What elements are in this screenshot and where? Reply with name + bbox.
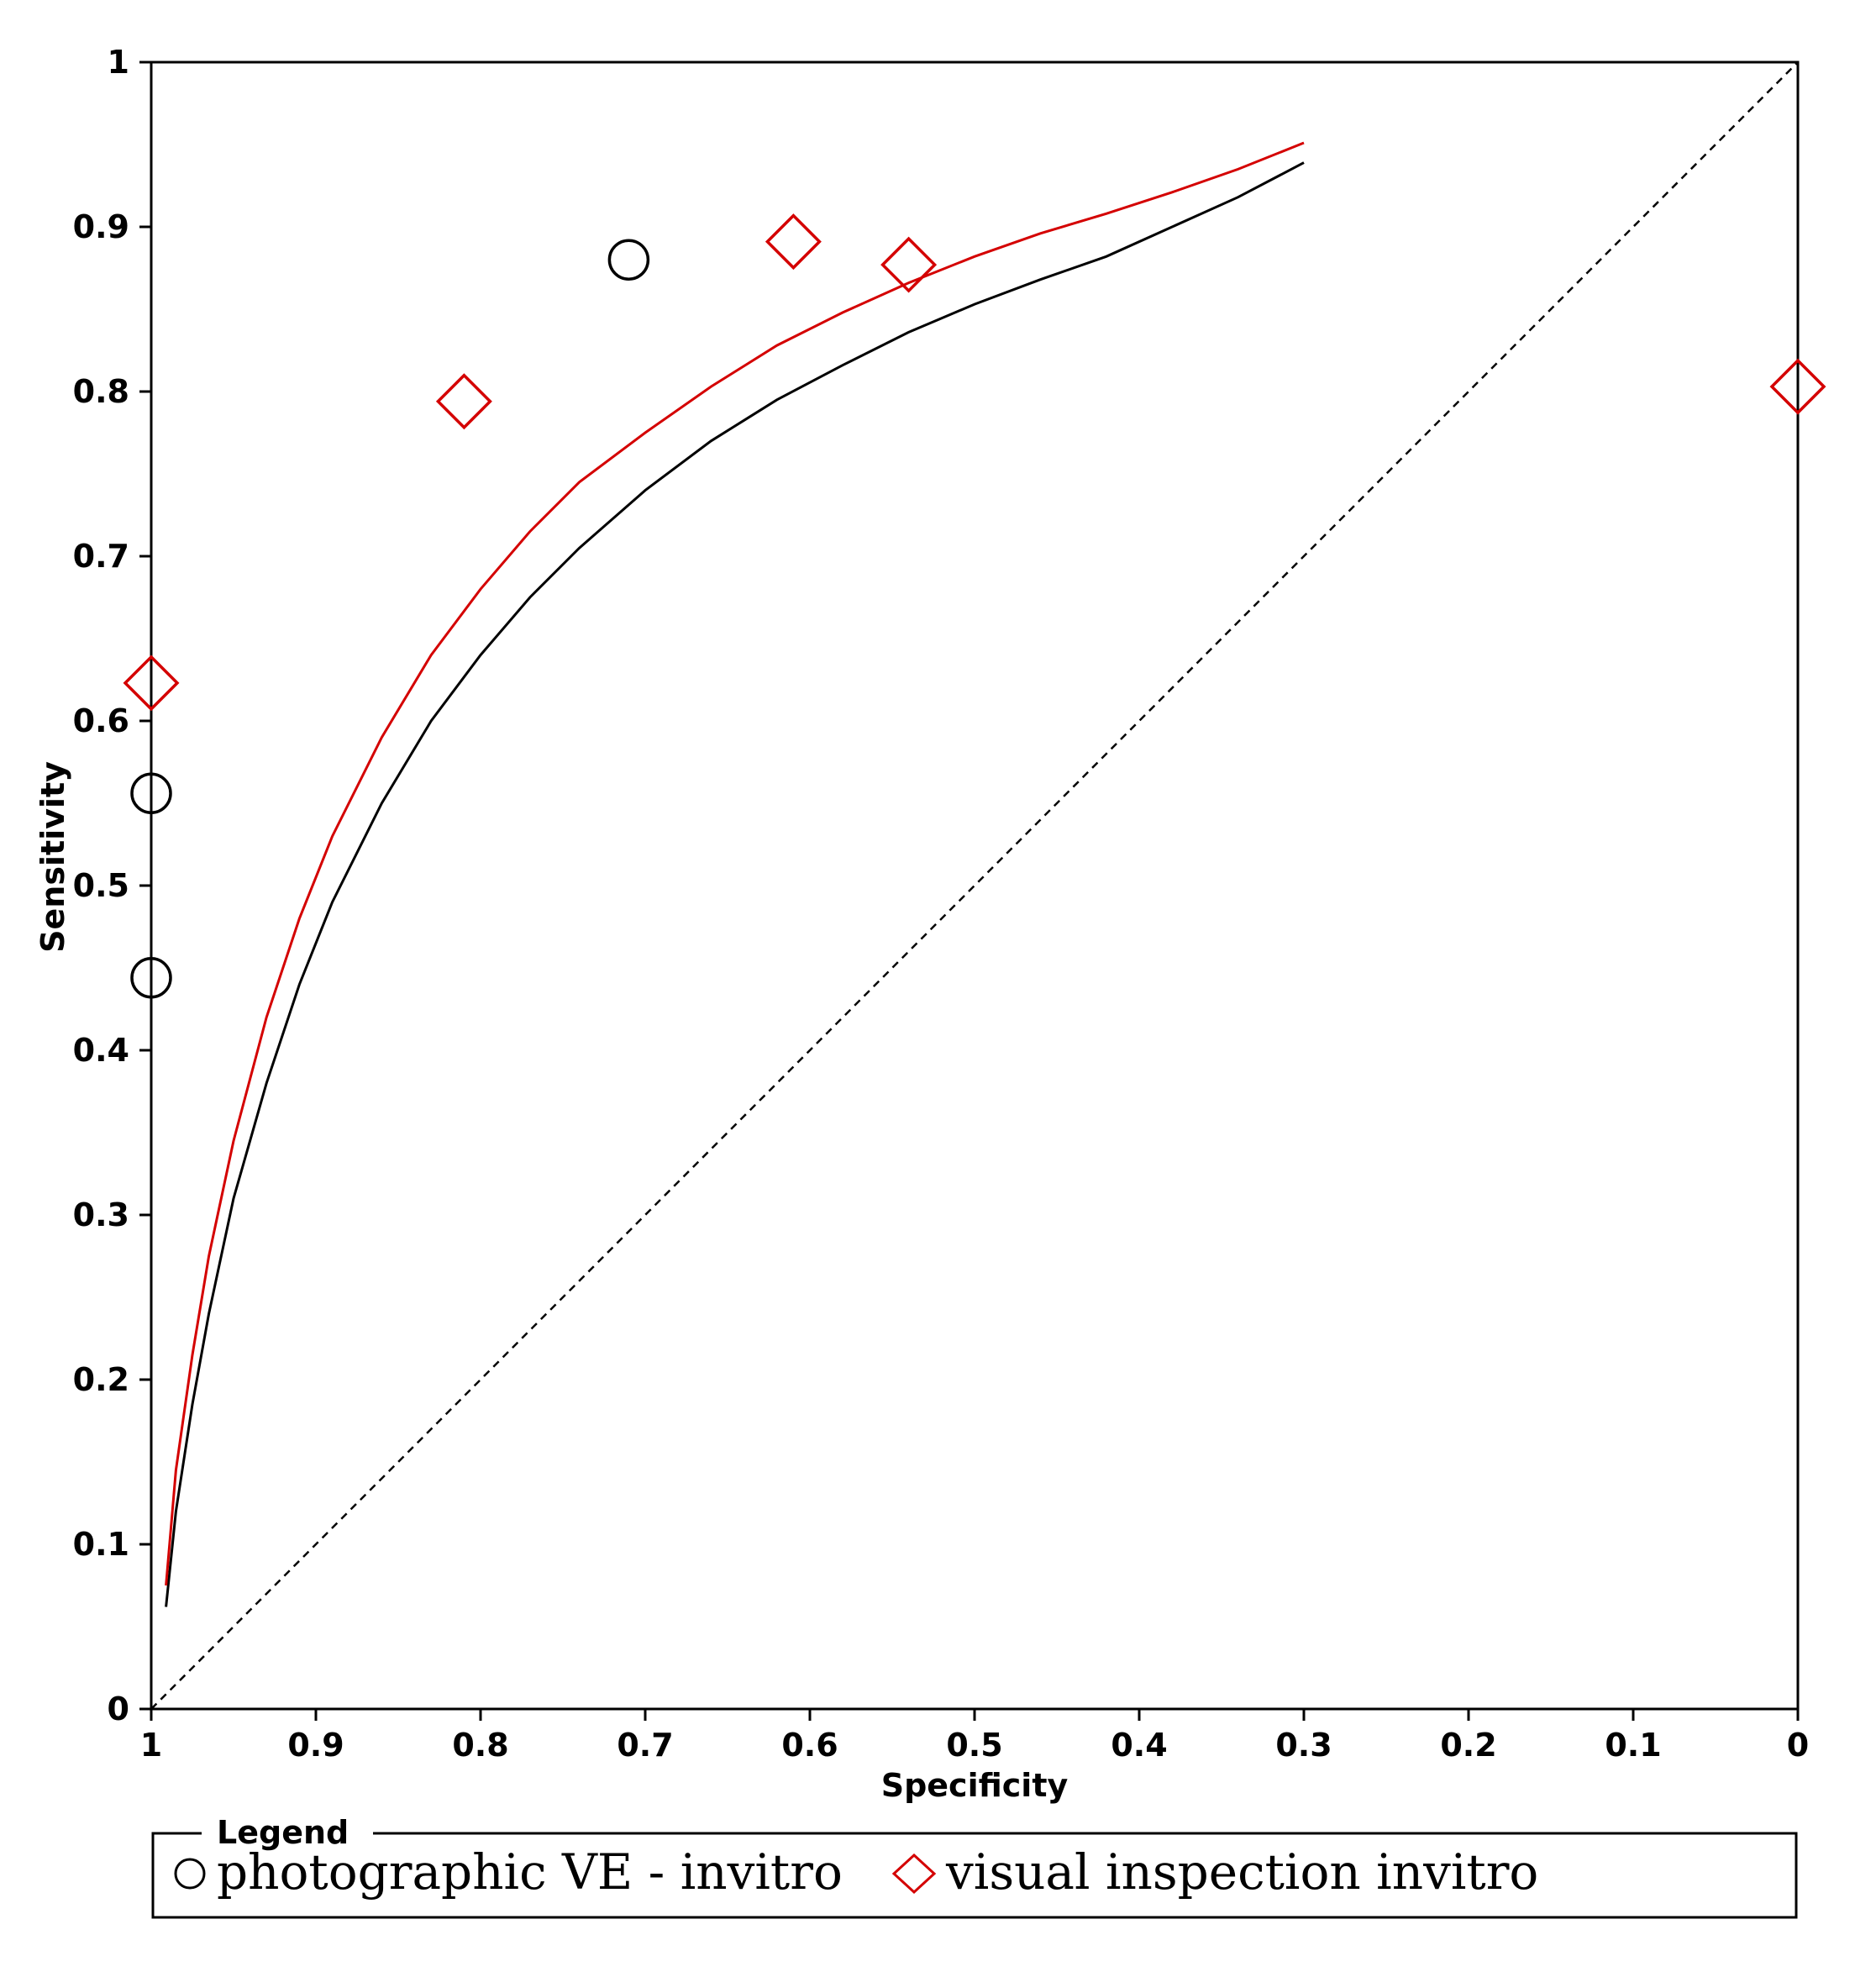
data-point-visual-0 <box>123 655 180 712</box>
y-tick-label: 0.3 <box>73 1196 129 1233</box>
sroc-curve-visual <box>165 141 1305 1586</box>
chance-diagonal-line <box>150 61 1799 1710</box>
x-tick-label: 0.7 <box>617 1727 673 1764</box>
y-tick-label: 0.4 <box>73 1032 129 1069</box>
y-tick-label: 0.9 <box>73 208 129 245</box>
y-tick-label: 0.6 <box>73 702 129 739</box>
y-tick-label: 0.2 <box>73 1361 129 1398</box>
data-point-visual-4 <box>1769 358 1826 415</box>
x-tick-label: 0.9 <box>287 1727 344 1764</box>
x-tick-label: 0.3 <box>1275 1727 1332 1764</box>
data-point-photographic-0 <box>130 772 172 814</box>
data-point-photographic-1 <box>130 957 172 999</box>
legend-entry-visual: visual inspection invitro <box>945 1843 1538 1901</box>
x-tick-label: 0 <box>1787 1727 1809 1764</box>
x-tick-label: 1 <box>140 1727 162 1764</box>
y-tick-label: 0.7 <box>73 538 129 575</box>
y-tick-label: 0.1 <box>73 1526 129 1563</box>
y-tick-label: 0.5 <box>73 867 129 904</box>
y-axis-ticks: 0 0.1 0.2 0.3 0.4 0.5 0.6 0.7 0.8 0.9 1 <box>73 44 151 1727</box>
data-point-photographic-2 <box>607 239 650 281</box>
x-tick-label: 0.2 <box>1440 1727 1496 1764</box>
points-layer <box>123 213 1826 999</box>
legend-entry-photographic: photographic VE - invitro <box>217 1843 843 1901</box>
data-point-visual-1 <box>435 373 492 430</box>
data-point-visual-2 <box>765 213 822 271</box>
data-point-visual-3 <box>880 236 938 293</box>
sroc-curve-photographic <box>165 161 1305 1607</box>
x-tick-label: 0.1 <box>1605 1727 1661 1764</box>
y-tick-label: 0.8 <box>73 373 129 410</box>
y-tick-label: 0 <box>108 1690 129 1727</box>
curves-layer <box>165 141 1305 1607</box>
x-axis-ticks: 1 0.9 0.8 0.7 0.6 0.5 0.4 0.3 0.2 0.1 0 <box>140 1709 1809 1764</box>
x-tick-label: 0.4 <box>1111 1727 1167 1764</box>
legend-diamond-marker <box>891 1853 937 1895</box>
legend-title: Legend <box>217 1814 349 1851</box>
legend-title-bg <box>202 1813 373 1850</box>
legend: Legend photographic VE - invitro visual … <box>151 1813 1798 1919</box>
legend-circle-marker <box>174 1858 206 1890</box>
x-tick-label: 0.6 <box>781 1727 838 1764</box>
y-tick-label: 1 <box>108 44 129 81</box>
legend-box <box>151 1832 1798 1919</box>
x-tick-label: 0.5 <box>946 1727 1002 1764</box>
reference-layer <box>150 61 1799 1710</box>
x-tick-label: 0.8 <box>452 1727 508 1764</box>
x-axis-title: Specificity <box>881 1767 1069 1804</box>
y-axis-title: Sensitivity <box>34 761 71 953</box>
